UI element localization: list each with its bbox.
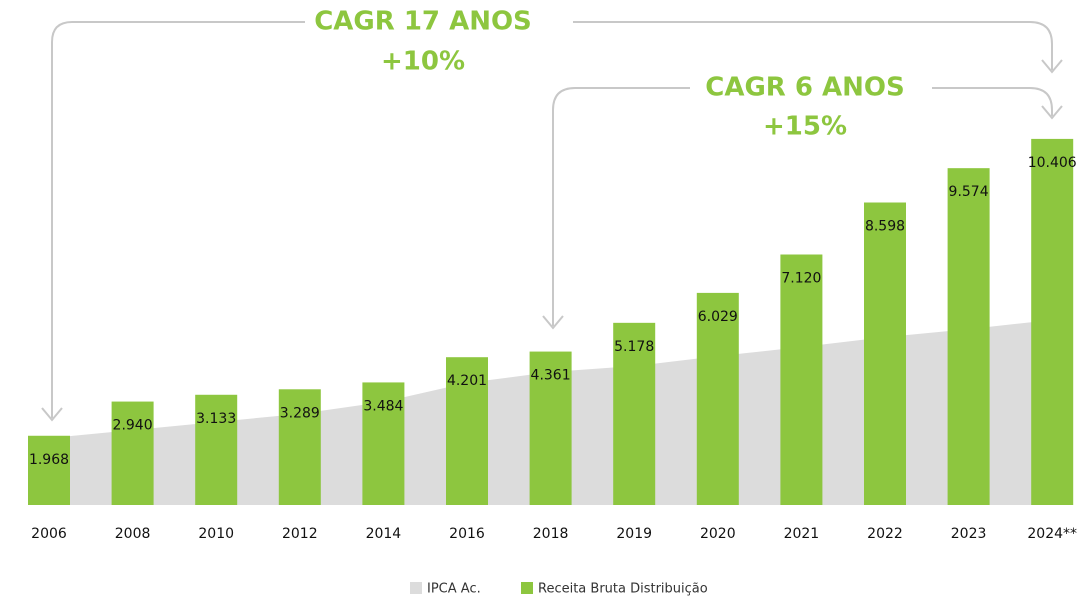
annotation: +10%	[381, 47, 465, 77]
bar	[613, 322, 656, 505]
value-label: 3.484	[363, 398, 403, 414]
x-tick-label: 2006	[31, 526, 67, 542]
x-tick-label: 2024**	[1027, 526, 1077, 542]
annotation: CAGR 6 ANOS	[705, 73, 904, 103]
value-label: 4.201	[447, 373, 487, 389]
x-tick-label: 2010	[198, 526, 234, 542]
legend-swatch	[410, 582, 422, 594]
annotation: +15%	[763, 112, 847, 142]
arrow-head	[1041, 59, 1063, 74]
bar	[362, 382, 405, 505]
legend-label: Receita Bruta Distribuição	[538, 582, 708, 597]
arrow	[573, 21, 1053, 70]
plot: 1.968 2.940 3.133 3.289 3.484 4.201 4.361 5.178…	[28, 138, 1077, 506]
bar	[195, 394, 238, 505]
value-label: 2.940	[113, 418, 153, 434]
bar	[446, 357, 488, 505]
arrow	[51, 21, 305, 418]
x-tick-label: 2008	[115, 526, 151, 542]
bar	[780, 254, 823, 505]
x-tick-label: 2012	[282, 526, 318, 542]
bar	[864, 202, 906, 506]
legend-label: IPCA Ac.	[427, 582, 481, 597]
arrows	[41, 21, 1063, 422]
bar	[278, 389, 321, 505]
x-tick-label: 2018	[533, 526, 569, 542]
arrow-head	[542, 315, 564, 330]
x-tick-label: 2022	[867, 526, 903, 542]
bar	[529, 351, 572, 505]
value-label: 4.361	[531, 368, 571, 384]
x-tick-label: 2020	[700, 526, 736, 542]
x-tick-label: 2014	[366, 526, 402, 542]
annotation: CAGR 17 ANOS	[314, 7, 532, 37]
value-label: 10.406	[1028, 155, 1077, 171]
bar	[1031, 138, 1074, 505]
value-label: 7.120	[781, 271, 821, 287]
x-tick-label: 2016	[449, 526, 485, 542]
value-label: 8.598	[865, 219, 905, 235]
value-label: 1.968	[29, 452, 69, 468]
bar	[696, 292, 739, 505]
bar	[28, 435, 70, 505]
arrow	[552, 87, 690, 326]
x-tick-label: 2023	[951, 526, 987, 542]
bar	[111, 401, 154, 505]
legend-swatch	[521, 582, 533, 594]
x-tick-label: 2019	[616, 526, 652, 542]
value-label: 3.133	[196, 411, 236, 427]
value-label: 3.289	[280, 405, 320, 421]
bar	[947, 168, 990, 506]
arrow-head	[41, 407, 63, 422]
value-label: 6.029	[698, 309, 738, 325]
value-label: 9.574	[949, 184, 989, 200]
value-label: 5.178	[614, 339, 654, 355]
x-tick-label: 2021	[784, 526, 820, 542]
arrow-head	[1041, 105, 1063, 120]
arrow	[932, 87, 1053, 116]
